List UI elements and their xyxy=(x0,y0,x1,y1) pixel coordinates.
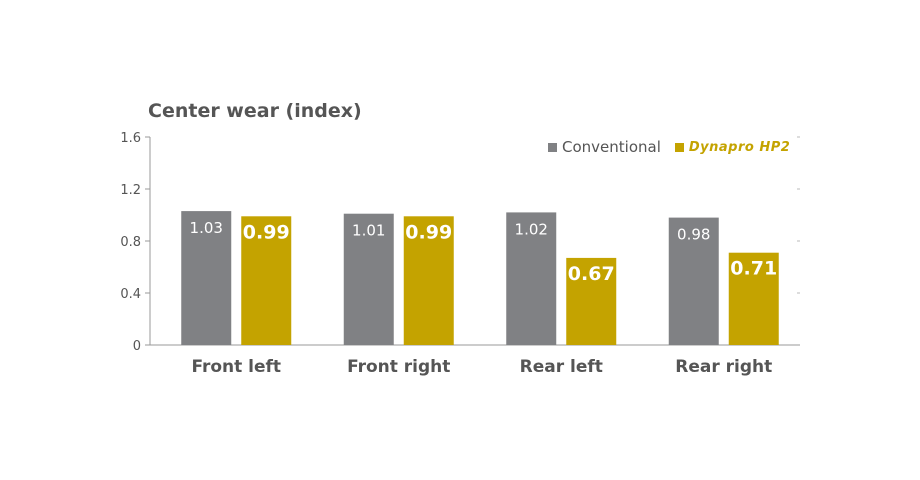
legend-item-dynapro: Dynapro HP2 xyxy=(674,139,791,155)
y-tick-label: 0 xyxy=(133,339,141,354)
legend-label-conventional: Conventional xyxy=(562,138,661,156)
y-tick-label: 0.8 xyxy=(120,235,141,250)
y-tick-label: 1.6 xyxy=(120,131,141,146)
x-tick-label: Rear left xyxy=(520,357,603,377)
bar-dynapro-0 xyxy=(241,216,292,345)
bar-dynapro-1 xyxy=(403,216,454,345)
data-label: 0.99 xyxy=(405,221,452,243)
y-tick-label: 1.2 xyxy=(120,183,141,198)
bar-conventional-3 xyxy=(668,217,719,345)
data-label: 0.99 xyxy=(243,221,290,243)
x-tick-label: Rear right xyxy=(675,357,772,377)
x-tick-label: Front right xyxy=(347,357,450,377)
chart-title: Center wear (index) xyxy=(148,100,362,122)
bar-conventional-1 xyxy=(343,213,394,345)
x-tick-label: Front left xyxy=(191,357,281,377)
data-label: 1.02 xyxy=(515,220,548,238)
legend-item-conventional: Conventional xyxy=(548,138,661,156)
bar-conventional-0 xyxy=(181,211,232,345)
data-label: 0.71 xyxy=(730,258,777,280)
legend: Conventional Dynapro HP2 xyxy=(548,138,790,156)
legend-label-dynapro: Dynapro HP2 xyxy=(688,139,791,155)
data-label: 0.67 xyxy=(568,263,615,285)
data-label: 0.98 xyxy=(677,226,710,244)
bar-dynapro-3 xyxy=(728,252,779,345)
bar-conventional-2 xyxy=(506,212,557,345)
bar-dynapro-2 xyxy=(566,257,617,345)
legend-swatch-conventional xyxy=(548,142,557,152)
data-label: 1.03 xyxy=(190,219,223,237)
legend-swatch-dynapro xyxy=(674,142,684,152)
y-tick-label: 0.4 xyxy=(120,287,141,302)
data-label: 1.01 xyxy=(352,222,385,240)
